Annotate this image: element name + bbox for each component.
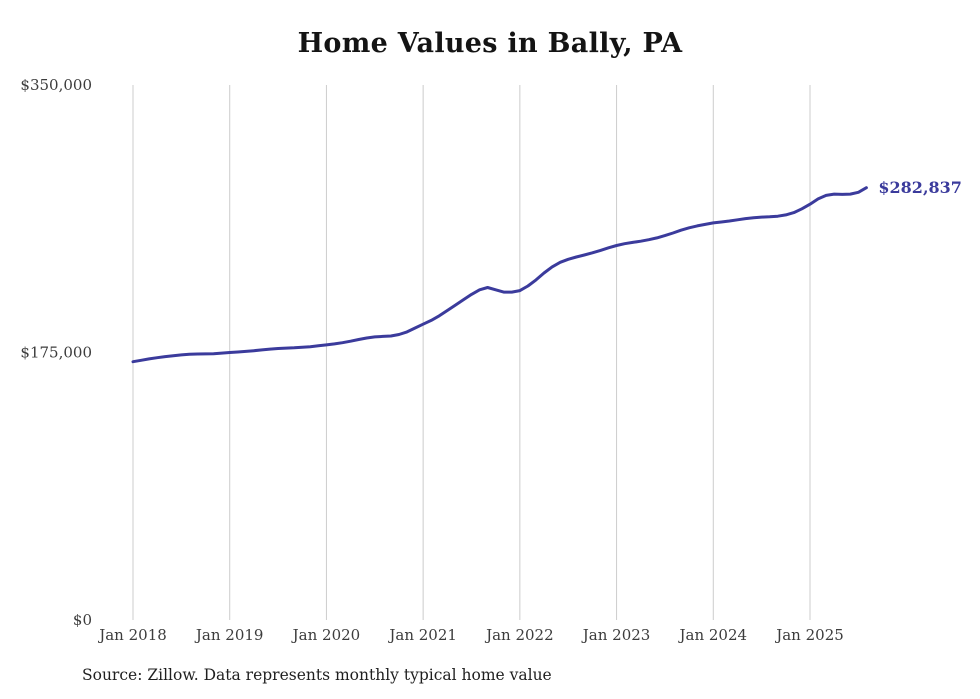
chart-canvas: Jan 2018 Jan 2019 Jan 2020 Jan 2021 Jan 2022…	[20, 76, 868, 644]
home-value-line	[131, 186, 868, 364]
x-tick-label: Jan 2024	[678, 626, 748, 644]
x-tick-label: Jan 2019	[194, 626, 264, 644]
x-tick-label: Jan 2020	[291, 626, 361, 644]
source-note: Source: Zillow. Data represents monthly …	[82, 666, 552, 684]
y-tick-label: $0	[73, 611, 92, 629]
y-tick-label: $175,000	[20, 344, 92, 362]
x-tick-label: Jan 2022	[484, 626, 554, 644]
x-tick-label: Jan 2018	[97, 626, 167, 644]
x-tick-label: Jan 2023	[581, 626, 651, 644]
x-tick-label: Jan 2025	[774, 626, 844, 644]
y-tick-label: $350,000	[20, 76, 92, 94]
latest-value-label: $282,837	[878, 177, 962, 197]
x-tick-label: Jan 2021	[387, 626, 457, 644]
chart-title: Home Values in Bally, PA	[297, 28, 683, 59]
